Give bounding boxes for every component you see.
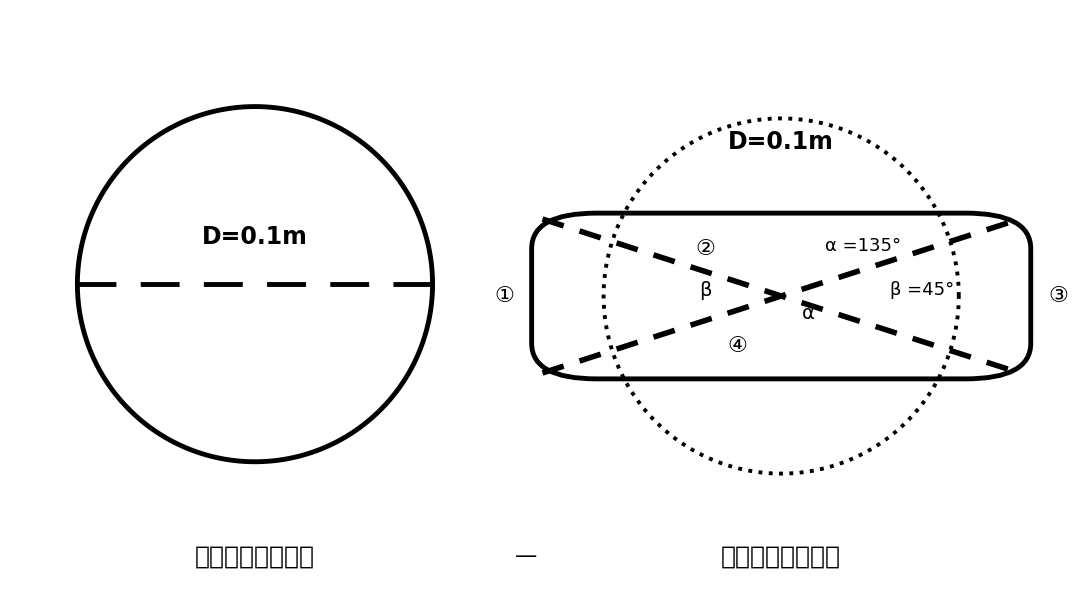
Text: β: β [699,281,712,300]
Text: α =135°: α =135° [825,237,901,255]
Text: β =45°: β =45° [890,281,954,299]
Text: ④: ④ [728,336,748,356]
Text: ②: ② [695,239,715,259]
Text: 缩径前管道截面图: 缩径前管道截面图 [195,545,315,568]
Text: D=0.1m: D=0.1m [728,130,834,154]
Text: ①: ① [495,286,514,306]
Text: D=0.1m: D=0.1m [202,225,308,249]
Text: ③: ③ [1048,286,1068,306]
Text: α: α [802,304,815,323]
Text: —: — [515,546,537,567]
Text: 缩径后管道截面图: 缩径后管道截面图 [722,545,841,568]
